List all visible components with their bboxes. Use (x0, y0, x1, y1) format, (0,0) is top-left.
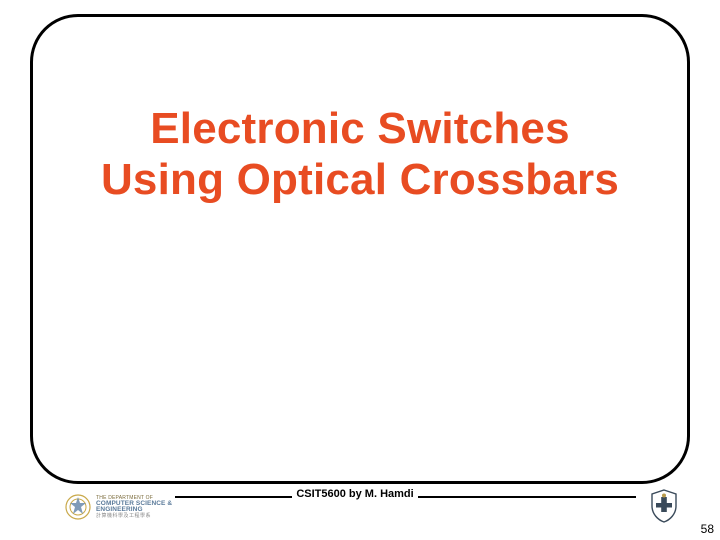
footer-rule-right (418, 496, 636, 498)
slide-frame (30, 14, 690, 484)
department-icon (64, 493, 92, 521)
footer-course-text: CSIT5600 by M. Hamdi (292, 488, 418, 500)
title-line-1: Electronic Switches (150, 104, 570, 153)
department-logo: THE DEPARTMENT OF COMPUTER SCIENCE & ENG… (64, 490, 174, 524)
slide: Electronic Switches Using Optical Crossb… (0, 0, 720, 540)
dept-line-4: 計算機科學及工程學系 (96, 514, 172, 519)
university-shield-icon (648, 488, 680, 524)
page-number: 58 (701, 522, 714, 536)
title-line-2: Using Optical Crossbars (101, 155, 619, 204)
footer-rule-left (175, 496, 292, 498)
department-text: THE DEPARTMENT OF COMPUTER SCIENCE & ENG… (96, 496, 172, 519)
slide-title: Electronic Switches Using Optical Crossb… (0, 104, 720, 205)
